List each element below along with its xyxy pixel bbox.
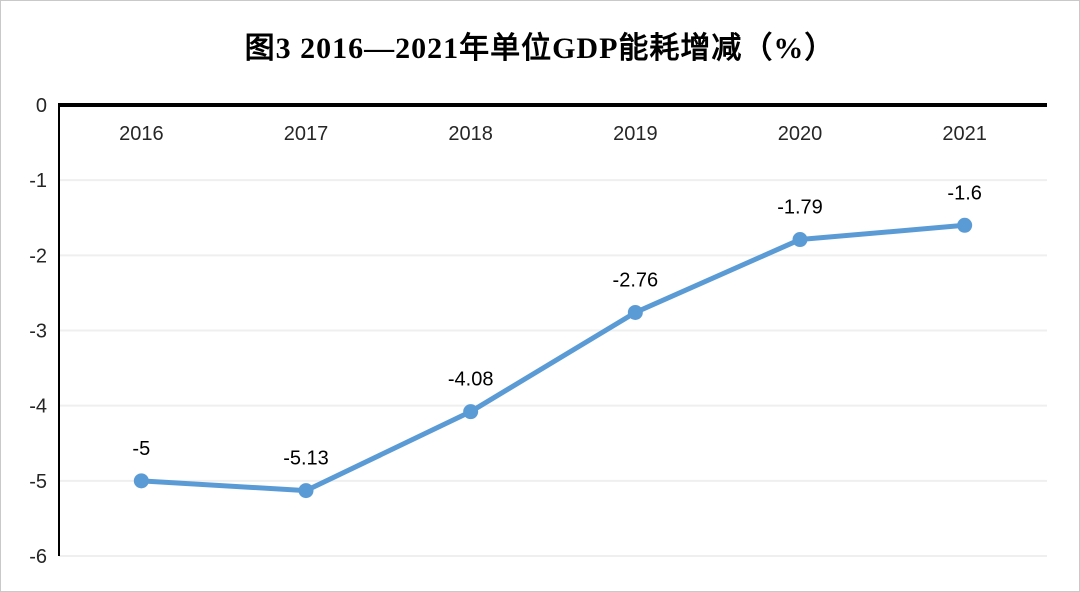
data-point-label: -5.13 [283,448,329,470]
y-tick-label: -6 [29,546,47,568]
data-point-marker [792,232,808,248]
data-point-marker [627,304,643,320]
data-point-label: -1.6 [947,182,981,204]
y-tick-label: -3 [29,321,47,343]
data-point-label: -1.79 [777,197,823,219]
x-tick-label: 2020 [778,123,823,145]
series-line [138,222,968,494]
data-point-label: -4.08 [448,369,494,391]
y-tick-label: -5 [29,471,47,493]
y-tick-label: -2 [29,245,47,267]
data-point-marker [133,473,149,489]
x-tick-label: 2017 [284,123,329,145]
y-tick-label: 0 [36,95,47,117]
x-tick-label: 2016 [119,123,164,145]
x-tick-label: 2018 [448,123,493,145]
data-point-marker [298,483,314,499]
data-point-marker [957,217,973,233]
chart-title: 图3 2016—2021年单位GDP能耗增减（%） [244,32,836,65]
data-point-label: -2.76 [613,269,659,291]
x-tick-label: 2021 [942,123,987,145]
x-tick-label: 2019 [613,123,658,145]
data-point-label: -5 [132,438,150,460]
y-tick-label: -1 [29,170,47,192]
data-point-marker [463,404,479,420]
y-tick-label: -4 [29,396,47,418]
